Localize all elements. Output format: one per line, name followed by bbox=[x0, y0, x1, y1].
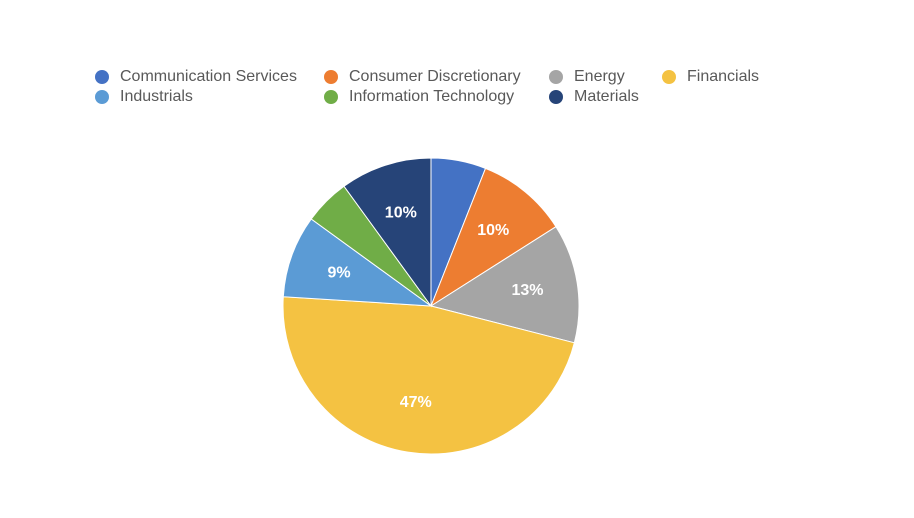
legend-swatch bbox=[324, 69, 338, 84]
data-label-financials: 47% bbox=[400, 394, 432, 411]
pie-slice-financials bbox=[282, 296, 575, 455]
data-label-consumer-discretionary: 10% bbox=[477, 222, 509, 239]
data-label-industrials: 9% bbox=[328, 264, 351, 281]
legend-swatch bbox=[549, 89, 563, 104]
data-label-energy: 13% bbox=[511, 282, 543, 299]
legend-item-industrials: Industrials bbox=[95, 87, 324, 106]
pie-slice-industrials bbox=[282, 218, 433, 307]
pie-slices bbox=[282, 157, 580, 455]
legend-swatch bbox=[95, 69, 109, 84]
chart-legend: Communication Services Consumer Discretio… bbox=[95, 67, 782, 106]
pie-slice-energy bbox=[429, 226, 580, 344]
legend-item-consumer-discretionary: Consumer Discretionary bbox=[324, 67, 549, 86]
pie-slice-materials bbox=[343, 157, 432, 308]
legend-swatch bbox=[95, 89, 109, 104]
legend-label: Financials bbox=[687, 67, 760, 85]
legend-item-energy: Energy bbox=[549, 67, 662, 86]
legend-label: Energy bbox=[574, 67, 625, 85]
pie-slice-consumer-discretionary bbox=[429, 167, 557, 308]
pie-data-labels: 10% 13% 47% 9% 10% bbox=[328, 205, 544, 411]
legend-swatch bbox=[324, 89, 338, 104]
legend-label: Information Technology bbox=[349, 87, 515, 105]
data-label-materials: 10% bbox=[385, 205, 417, 222]
legend-label: Industrials bbox=[120, 87, 193, 105]
legend-swatch bbox=[662, 69, 676, 84]
legend-item-financials: Financials bbox=[662, 67, 782, 86]
legend-item-information-technology: Information Technology bbox=[324, 87, 549, 106]
legend-item-materials: Materials bbox=[549, 87, 662, 106]
legend-swatch bbox=[549, 69, 563, 84]
legend-label: Materials bbox=[574, 87, 639, 105]
legend-label: Communication Services bbox=[120, 67, 297, 85]
legend-label: Consumer Discretionary bbox=[349, 67, 521, 85]
legend-item-communication-services: Communication Services bbox=[95, 67, 324, 86]
